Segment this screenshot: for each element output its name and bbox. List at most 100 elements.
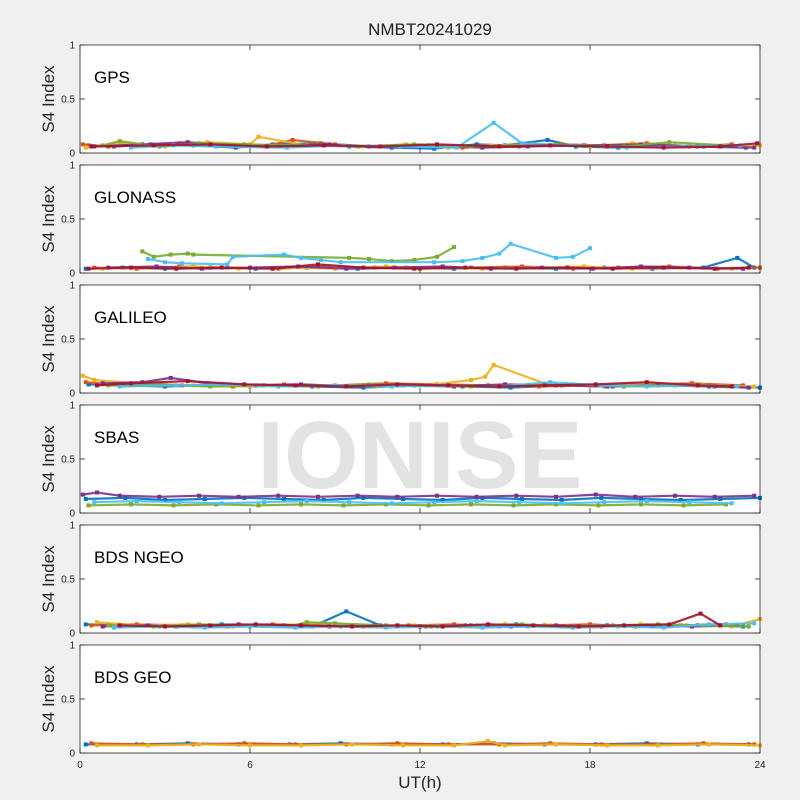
series-segment <box>210 143 268 148</box>
series-segment <box>499 742 551 746</box>
series-segment <box>258 503 302 507</box>
x-tick-label: 12 <box>414 760 426 771</box>
series-segment <box>663 623 710 629</box>
series-segment <box>397 383 449 387</box>
panel-glonass: 0 0.5 1 GLONASS S4 Index <box>39 161 762 280</box>
series-segment <box>298 265 347 270</box>
series-segment <box>674 494 715 498</box>
series-segment <box>272 263 319 270</box>
series-segment <box>164 624 211 628</box>
series-segment <box>402 497 443 502</box>
panels: 0 0.5 1 GPS S4 Index 0 0.5 1 GLONASS S4 Index 0 0.5… <box>39 41 766 772</box>
series-segment <box>349 256 370 261</box>
series-segment <box>623 623 670 627</box>
series-segment <box>164 261 183 265</box>
series-segment <box>476 494 517 498</box>
series-2 <box>95 739 762 748</box>
y-tick-label: 0.5 <box>61 95 75 106</box>
series-segment <box>470 503 514 507</box>
series-segment <box>555 255 574 259</box>
series-segment <box>82 374 95 382</box>
series-segment <box>708 743 761 747</box>
series-segment <box>436 246 455 258</box>
series-segment <box>283 497 324 502</box>
series-segment <box>604 500 647 504</box>
y-tick-label: 0 <box>69 509 75 520</box>
panel-bds-ngeo: 0 0.5 1 BDS NGEO S4 Index <box>39 521 762 640</box>
y-tick-label: 1 <box>69 41 75 52</box>
series-segment <box>646 381 698 387</box>
series-segment <box>300 624 353 628</box>
series-segment <box>244 383 296 387</box>
series-segment <box>130 380 188 385</box>
x-tick-label: 18 <box>584 760 596 771</box>
series-segment <box>595 381 647 386</box>
series-segment <box>153 253 171 258</box>
series-segment <box>345 610 381 627</box>
series-segment <box>428 503 472 507</box>
series-segment <box>697 384 732 388</box>
series-segment <box>357 494 398 498</box>
series-segment <box>657 743 710 747</box>
axes-background <box>80 45 760 153</box>
series-segment <box>635 494 676 498</box>
series-segment <box>96 382 132 387</box>
series-segment <box>130 503 174 507</box>
x-tick-label: 6 <box>247 760 253 771</box>
y-tick-label: 1 <box>69 401 75 412</box>
series-segment <box>164 497 205 502</box>
axes-background <box>80 285 760 393</box>
series-segment <box>484 364 495 378</box>
series-segment <box>346 383 398 388</box>
series-segment <box>646 500 690 504</box>
series-segment <box>351 624 398 628</box>
y-axis-label: S4 Index <box>39 425 58 493</box>
series-segment <box>482 496 523 501</box>
y-tick-label: 0 <box>69 749 75 760</box>
series-segment <box>499 384 545 388</box>
series-2 <box>86 502 728 508</box>
series-segment <box>601 496 642 501</box>
series-segment <box>470 375 486 382</box>
series-0 <box>83 495 762 502</box>
series-segment <box>663 145 721 149</box>
series-segment <box>226 256 234 266</box>
series-segment <box>720 142 758 148</box>
y-axis-label: S4 Index <box>39 305 58 373</box>
series-6 <box>117 611 723 629</box>
y-tick-label: 0.5 <box>61 575 75 586</box>
series-segment <box>736 256 755 269</box>
series-segment <box>368 257 392 263</box>
series-segment <box>283 253 302 259</box>
y-axis-label: S4 Index <box>39 545 58 613</box>
series-segment <box>668 612 701 626</box>
series-segment <box>519 501 562 505</box>
series-segment <box>300 256 321 262</box>
y-tick-label: 1 <box>69 281 75 292</box>
series-segment <box>266 144 324 148</box>
y-axis-label: S4 Index <box>39 65 58 133</box>
series-segment <box>414 266 466 270</box>
series-segment <box>363 266 415 270</box>
series-segment <box>244 742 296 746</box>
series-segment <box>85 496 126 501</box>
axes-background <box>80 525 760 633</box>
series-segment <box>142 376 171 384</box>
series-segment <box>397 742 449 746</box>
series-4 <box>140 245 456 264</box>
series-segment <box>453 740 489 747</box>
series-segment <box>363 496 404 501</box>
series-segment <box>119 624 166 628</box>
series-segment <box>136 500 180 504</box>
series-segment <box>533 624 579 628</box>
series-segment <box>482 625 528 629</box>
series-segment <box>504 743 557 747</box>
series-segment <box>683 503 727 507</box>
series-segment <box>94 500 137 504</box>
series-segment <box>397 624 443 628</box>
series-segment <box>572 247 591 258</box>
series-segment <box>391 501 435 505</box>
y-tick-label: 0.5 <box>61 455 75 466</box>
series-segment <box>306 621 336 625</box>
series-segment <box>493 121 523 145</box>
